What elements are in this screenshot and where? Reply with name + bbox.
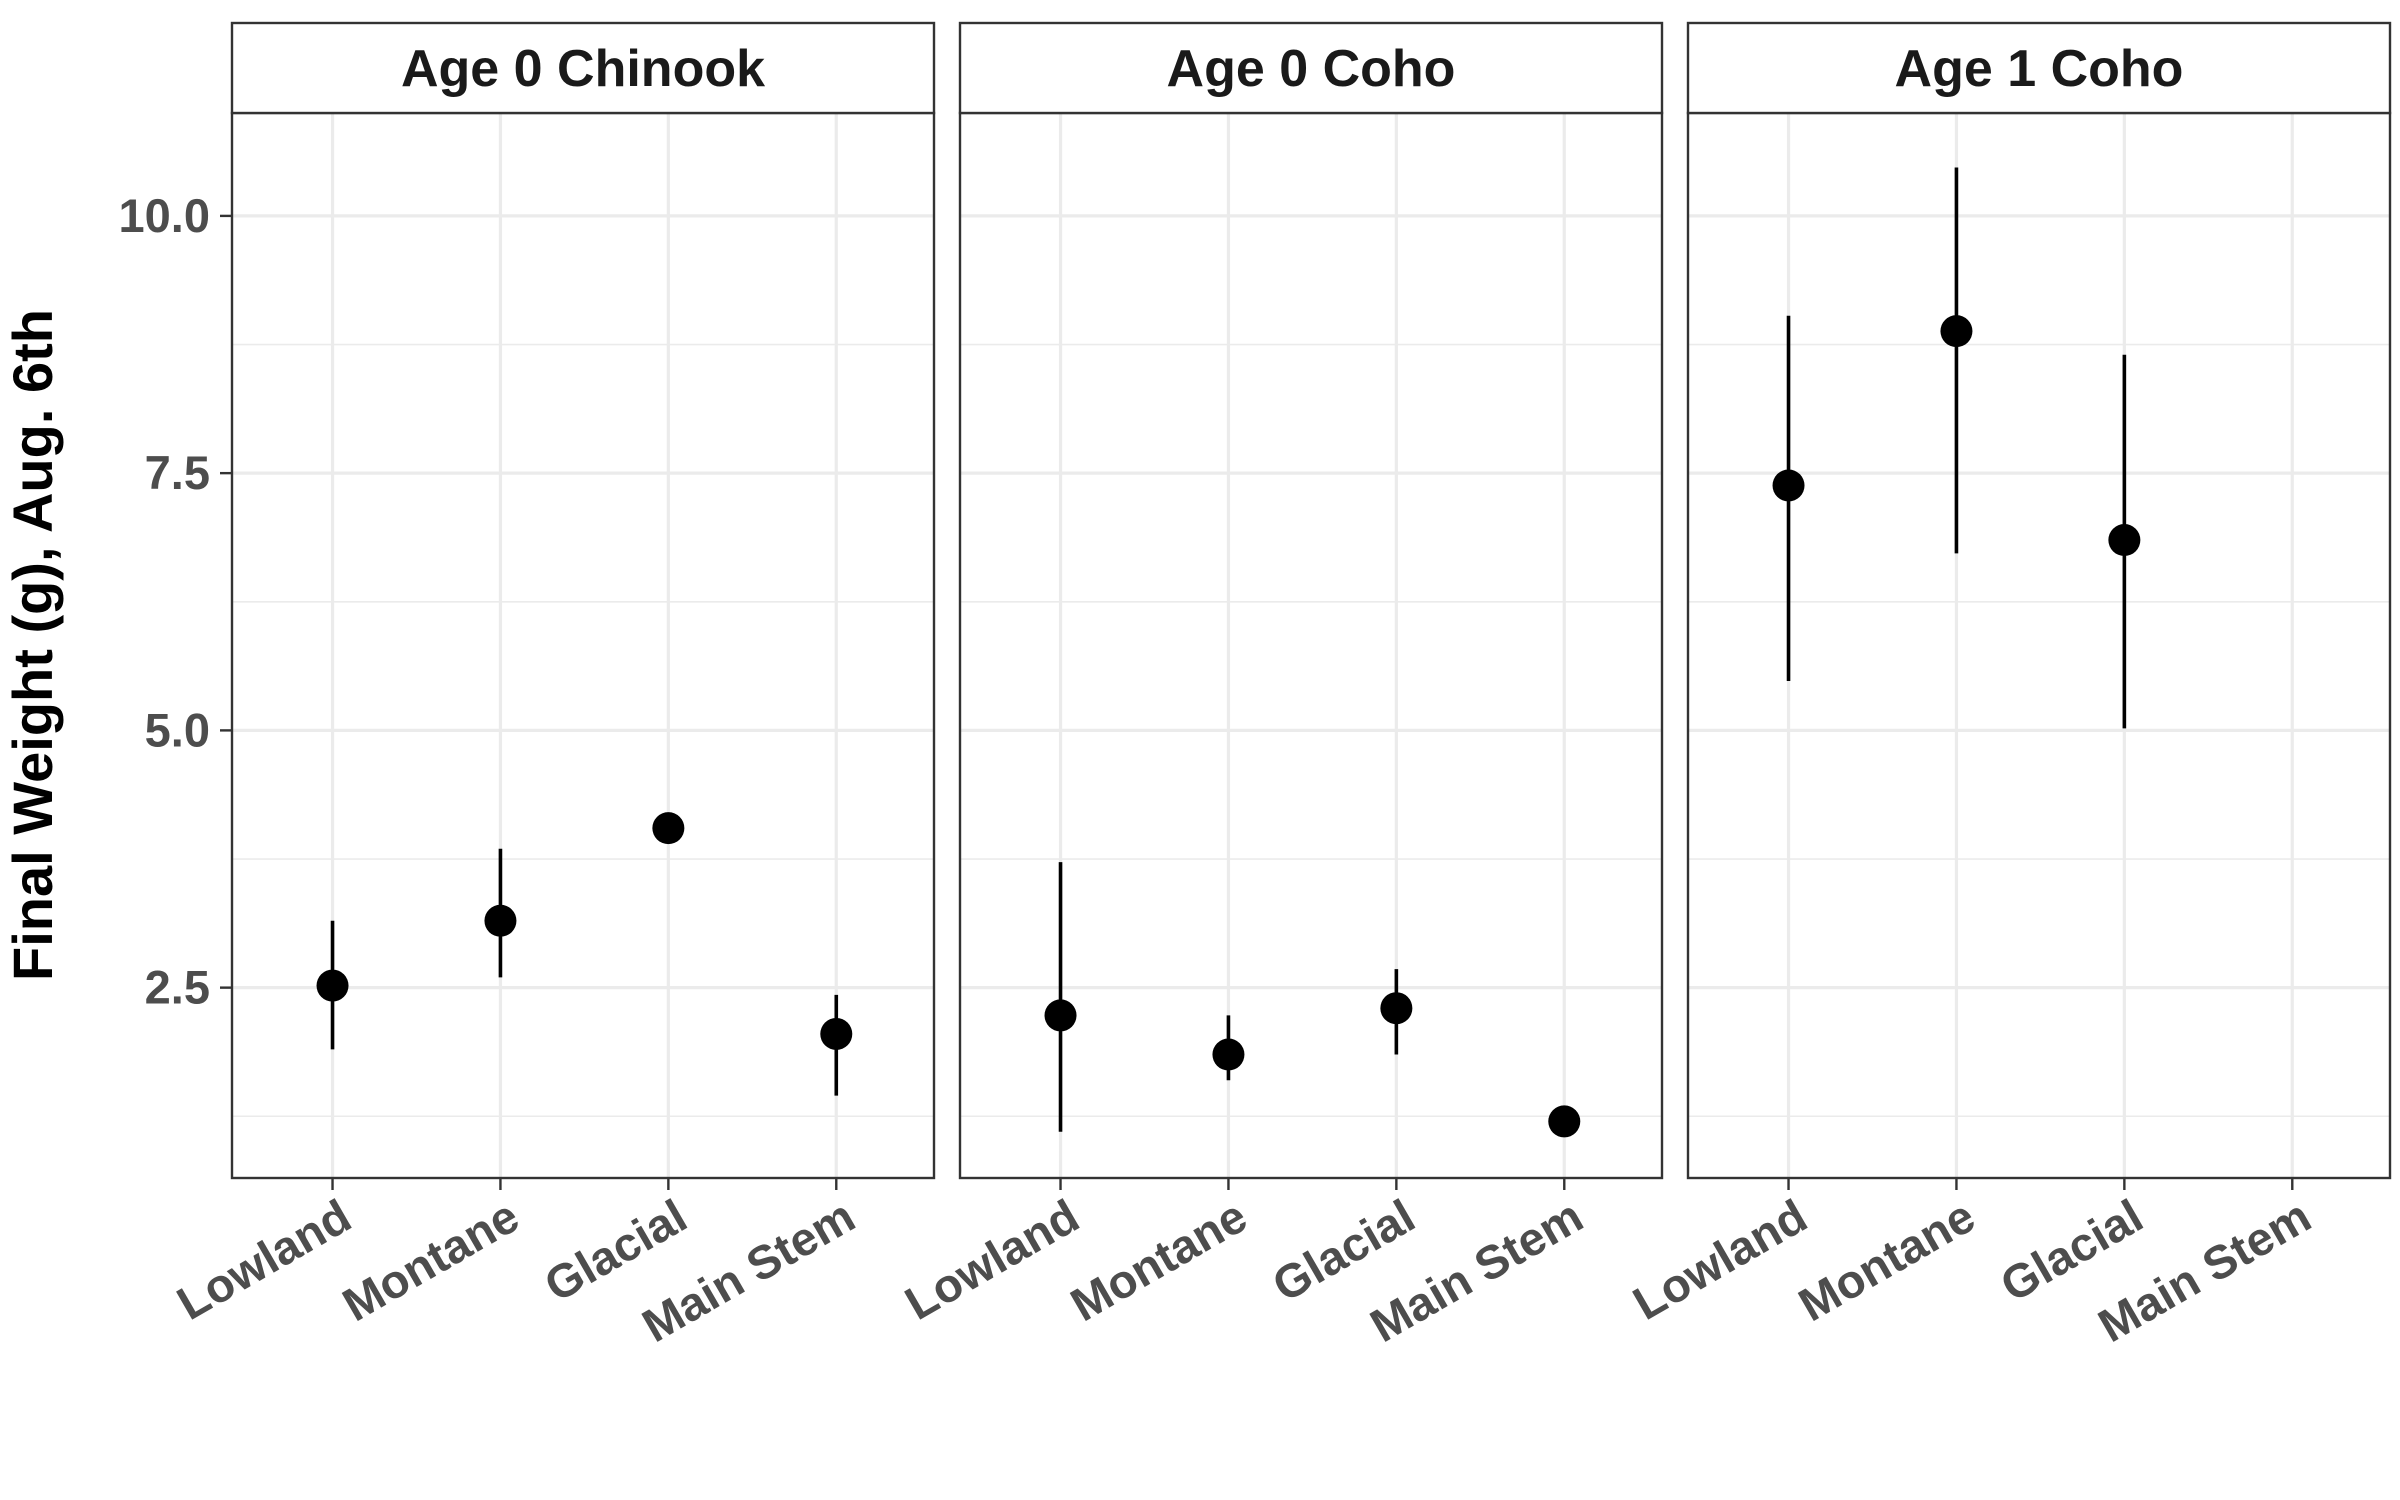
panel-background xyxy=(960,113,1662,1178)
y-tick-label: 5.0 xyxy=(145,703,210,756)
facet-strip xyxy=(958,21,1664,115)
x-tick-label: Montane xyxy=(1062,1189,1256,1332)
x-tick-label: Montane xyxy=(1790,1189,1984,1332)
data-point xyxy=(1548,1105,1581,1138)
data-point xyxy=(820,1017,853,1050)
y-tick-label: 2.5 xyxy=(145,961,210,1014)
facet-strip-label: Age 0 Chinook xyxy=(401,40,765,98)
data-point xyxy=(1212,1038,1245,1071)
data-point xyxy=(484,904,517,937)
y-tick-label: 10.0 xyxy=(119,189,210,242)
panel-background xyxy=(1688,113,2390,1178)
facet-strip-label: Age 1 Coho xyxy=(1895,40,2184,98)
data-point xyxy=(1940,315,1973,348)
y-tick-label: 7.5 xyxy=(145,446,210,499)
data-point xyxy=(316,969,349,1002)
x-tick-label: Lowland xyxy=(1624,1189,1816,1330)
facet-strip xyxy=(1686,21,2392,115)
x-tick-label: Lowland xyxy=(168,1189,360,1330)
panel-background xyxy=(232,113,934,1178)
facet-strip-label: Age 0 Coho xyxy=(1167,40,1456,98)
data-point xyxy=(2108,524,2141,557)
x-tick-label: Montane xyxy=(334,1189,528,1332)
x-tick-label: Lowland xyxy=(896,1189,1088,1330)
data-point xyxy=(1772,469,1805,502)
data-point xyxy=(652,812,685,845)
data-point xyxy=(1380,992,1413,1025)
y-axis-label: Final Weight (g), Aug. 6th xyxy=(1,309,64,981)
facet-strip xyxy=(230,21,936,115)
data-point xyxy=(1044,999,1077,1032)
